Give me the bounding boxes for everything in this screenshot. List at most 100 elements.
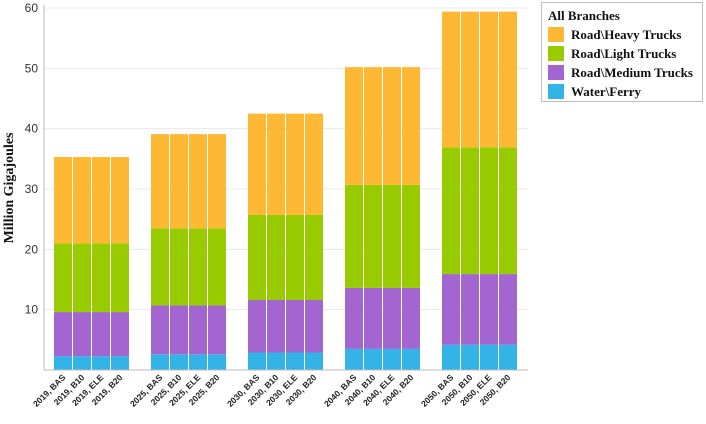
- legend-label: Road\Heavy Trucks: [571, 26, 682, 42]
- bar-segment: [151, 354, 169, 370]
- bar-segment: [208, 134, 226, 229]
- bar-segment: [189, 228, 207, 306]
- bar-segment: [480, 147, 498, 275]
- bar-segment: [364, 287, 382, 349]
- bar-segment: [189, 354, 207, 370]
- bar-segment: [170, 228, 188, 306]
- bar-segment: [170, 354, 188, 370]
- bar-segment: [111, 312, 129, 357]
- legend-items: Road\Heavy Trucks Road\Light Trucks Road\M…: [548, 25, 696, 101]
- bar-segment: [170, 134, 188, 229]
- legend-title: All Branches: [548, 8, 620, 23]
- bar-segment: [54, 157, 72, 244]
- y-tick-label: 20: [25, 242, 39, 256]
- bar-segment: [345, 184, 363, 288]
- bar-segment: [345, 287, 363, 349]
- bar-segment: [305, 300, 323, 353]
- bar-segment: [73, 356, 91, 370]
- legend-label: Water\Ferry: [571, 83, 642, 99]
- bar-segment: [286, 113, 304, 215]
- bar-segment: [151, 228, 169, 306]
- bar-segment: [267, 300, 285, 353]
- bar-segment: [170, 305, 188, 355]
- bar-segment: [248, 113, 266, 215]
- bar-segment: [402, 287, 420, 349]
- bar-segment: [402, 348, 420, 370]
- bar-segment: [248, 300, 266, 353]
- bar-segment: [111, 243, 129, 313]
- bar-segment: [54, 312, 72, 357]
- legend-label: Road\Light Trucks: [571, 45, 677, 61]
- bar-segment: [383, 184, 401, 288]
- bar-segment: [208, 305, 226, 355]
- bar-segment: [267, 214, 285, 301]
- legend-swatch: [548, 27, 564, 42]
- bar-segment: [189, 134, 207, 229]
- legend-item: Water\Ferry: [548, 82, 696, 101]
- legend-label: Road\Medium Trucks: [571, 64, 693, 80]
- bar-segment: [442, 274, 460, 345]
- legend-swatch: [548, 46, 564, 61]
- y-tick-label: 10: [25, 303, 39, 317]
- bar-segment: [286, 214, 304, 301]
- bar-segment: [73, 157, 91, 244]
- bar-segment: [383, 348, 401, 370]
- legend-item: Road\Heavy Trucks: [548, 25, 696, 44]
- bar-segment: [208, 354, 226, 370]
- legend-swatch: [548, 65, 564, 80]
- bar-segment: [442, 11, 460, 148]
- bar-segment: [480, 274, 498, 345]
- bar-segment: [461, 344, 479, 370]
- bar-segment: [54, 243, 72, 313]
- bar-segment: [442, 344, 460, 370]
- bar-segment: [151, 305, 169, 355]
- bar-segment: [383, 67, 401, 185]
- y-tick-label: 60: [25, 1, 39, 15]
- bar-segment: [248, 214, 266, 301]
- bar-segment: [364, 184, 382, 288]
- y-axis-ticks: 10 20 30 40 50 60: [25, 1, 39, 317]
- bar-segment: [402, 67, 420, 185]
- bars: [54, 11, 517, 370]
- bar-segment: [499, 11, 517, 148]
- legend-swatch: [548, 84, 564, 99]
- bar-segment: [499, 274, 517, 345]
- bar-segment: [189, 305, 207, 355]
- bar-segment: [286, 300, 304, 353]
- y-axis-label: Million Gigajoules: [2, 132, 17, 243]
- bar-segment: [111, 356, 129, 370]
- bar-segment: [208, 228, 226, 306]
- y-tick-label: 40: [25, 122, 39, 136]
- bar-segment: [286, 352, 304, 370]
- bar-segment: [267, 352, 285, 370]
- bar-segment: [92, 157, 110, 244]
- bar-segment: [480, 344, 498, 370]
- bar-segment: [461, 11, 479, 148]
- legend: All Branches Road\Heavy Trucks Road\Light…: [541, 2, 703, 102]
- bar-segment: [480, 11, 498, 148]
- bar-segment: [305, 113, 323, 215]
- bar-segment: [267, 113, 285, 215]
- bar-segment: [499, 147, 517, 275]
- bar-segment: [248, 352, 266, 370]
- bar-segment: [499, 344, 517, 370]
- bar-segment: [461, 147, 479, 275]
- bar-segment: [305, 352, 323, 370]
- bar-segment: [151, 134, 169, 229]
- bar-segment: [402, 184, 420, 288]
- bar-segment: [92, 243, 110, 313]
- y-tick-label: 50: [25, 61, 39, 75]
- bar-segment: [364, 67, 382, 185]
- legend-item: Road\Light Trucks: [548, 44, 696, 63]
- bar-segment: [73, 243, 91, 313]
- bar-segment: [442, 147, 460, 275]
- bar-segment: [345, 348, 363, 370]
- bar-segment: [364, 348, 382, 370]
- bar-segment: [54, 356, 72, 370]
- legend-item: Road\Medium Trucks: [548, 63, 696, 82]
- bar-segment: [73, 312, 91, 357]
- bar-segment: [305, 214, 323, 301]
- bar-segment: [111, 157, 129, 244]
- bar-segment: [345, 67, 363, 185]
